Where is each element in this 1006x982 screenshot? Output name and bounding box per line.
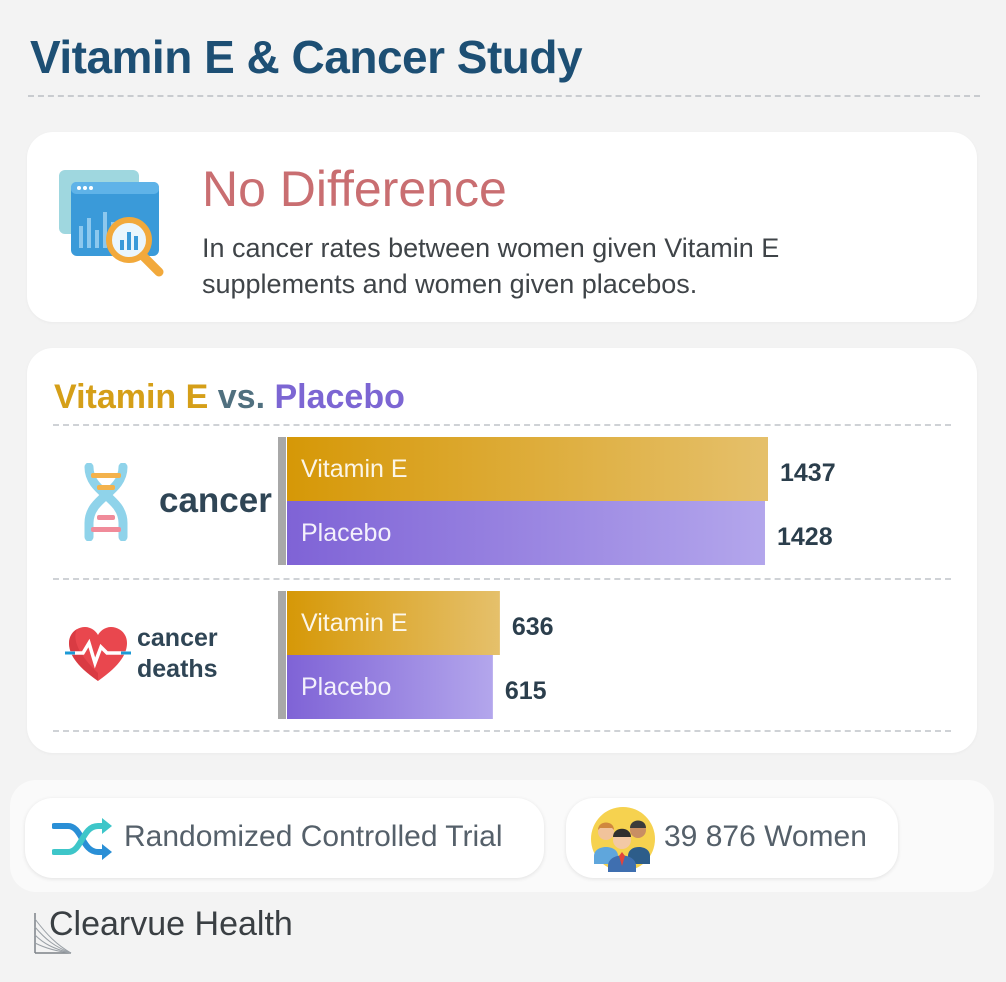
bar-series-label: Placebo bbox=[301, 519, 391, 547]
bar-series-label: Placebo bbox=[301, 673, 391, 701]
bar-vitamin-e-0 bbox=[287, 437, 768, 501]
chart-title-vs: vs. bbox=[217, 378, 266, 416]
people-icon bbox=[591, 807, 655, 872]
chart-title-placebo: Placebo bbox=[274, 378, 405, 416]
bar-value-label: 1428 bbox=[777, 523, 833, 551]
brand-name: Clearvue Health bbox=[49, 905, 293, 943]
chart-title-vitamin: Vitamin E bbox=[54, 378, 209, 416]
page-title: Vitamin E & Cancer Study bbox=[30, 31, 583, 83]
title-divider bbox=[28, 95, 980, 97]
bar-chart: Vitamin E 1437 Placebo 1428 Vitamin E 636 Plac… bbox=[278, 437, 836, 719]
summary-headline: No Difference bbox=[202, 161, 507, 217]
category-label-line1: cancer bbox=[137, 624, 218, 652]
shuffle-icon bbox=[52, 818, 112, 860]
bar-value-label: 615 bbox=[505, 677, 547, 705]
bar-series-label: Vitamin E bbox=[301, 455, 408, 483]
bar-group-axis-1 bbox=[278, 591, 286, 719]
participants-text: 39 876 Women bbox=[664, 820, 867, 853]
category-label-cancer-deaths: cancer deaths bbox=[137, 623, 218, 685]
bar-placebo-1 bbox=[287, 655, 493, 719]
bar-value-label: 636 bbox=[512, 613, 554, 641]
dna-icon bbox=[84, 463, 128, 541]
category-label-cancer: cancer bbox=[159, 481, 272, 520]
category-label-line2: deaths bbox=[137, 655, 218, 683]
bar-vitamin-e-1 bbox=[287, 591, 500, 655]
bar-series-label: Vitamin E bbox=[301, 609, 408, 637]
participants-pill: 39 876 Women bbox=[566, 798, 898, 878]
bar-group-axis-0 bbox=[278, 437, 286, 565]
analytics-magnifier-icon bbox=[59, 170, 164, 277]
clearvue-logo-icon bbox=[34, 913, 72, 954]
bar-value-label: 1437 bbox=[780, 459, 836, 487]
summary-text: In cancer rates between women given Vita… bbox=[202, 233, 780, 299]
chart-card: Vitamin E vs. Placebo cancer cancer deat… bbox=[27, 348, 977, 753]
study-design-text: Randomized Controlled Trial bbox=[124, 820, 503, 853]
chart-divider-top bbox=[53, 424, 951, 426]
chart-divider-bottom bbox=[53, 730, 951, 732]
study-design-pill: Randomized Controlled Trial bbox=[25, 798, 544, 878]
bar-placebo-0 bbox=[287, 501, 765, 565]
heartbeat-icon bbox=[65, 627, 131, 681]
chart-divider-middle bbox=[53, 578, 951, 580]
chart-title: Vitamin E vs. Placebo bbox=[54, 378, 405, 417]
summary-card: No Difference In cancer rates between wo… bbox=[27, 132, 977, 322]
